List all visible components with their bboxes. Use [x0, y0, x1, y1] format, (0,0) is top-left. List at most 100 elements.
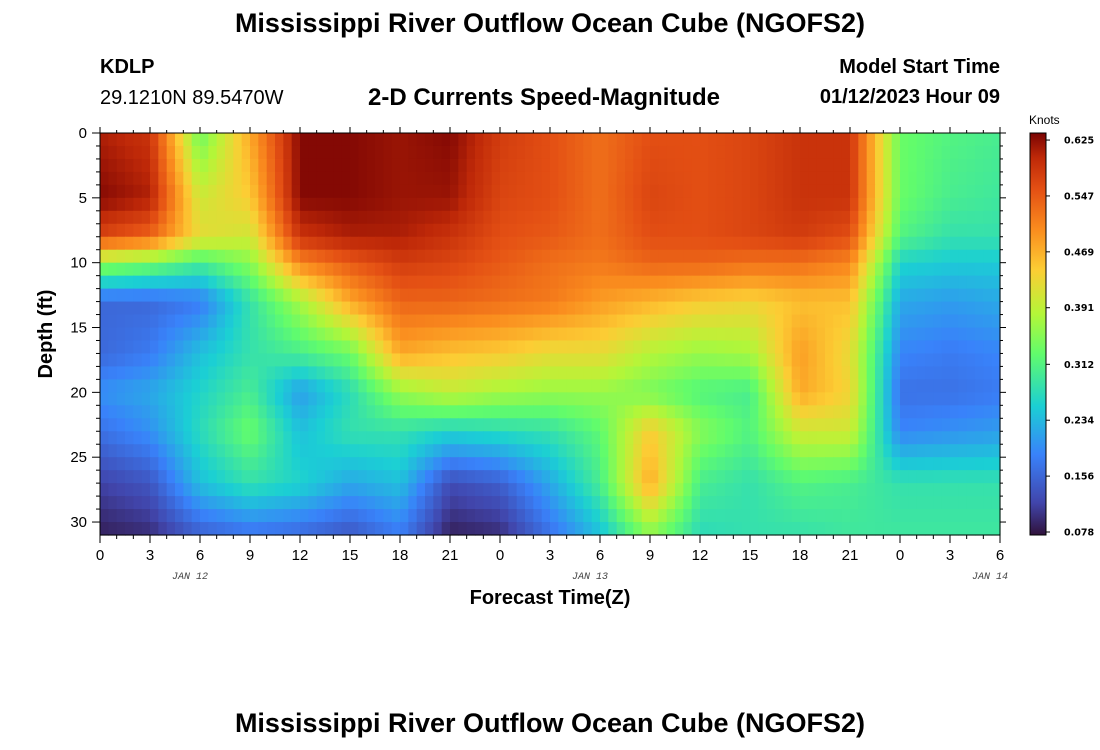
- heat-cell: [100, 470, 109, 484]
- heat-cell: [475, 509, 484, 523]
- heat-cell: [650, 340, 659, 355]
- heat-cell: [758, 133, 768, 147]
- heat-cell: [641, 483, 651, 497]
- heat-cell: [900, 145, 909, 160]
- heat-cell: [533, 379, 543, 393]
- heat-cell: [983, 379, 993, 393]
- heat-cell: [275, 353, 284, 368]
- heat-cell: [291, 418, 301, 432]
- heat-cell: [383, 275, 393, 290]
- heat-cell: [966, 353, 976, 368]
- heat-cell: [775, 405, 784, 419]
- heat-cell: [841, 288, 851, 303]
- heat-cell: [250, 457, 259, 471]
- heat-cell: [366, 353, 376, 368]
- heat-cell: [366, 249, 376, 264]
- heat-cell: [450, 496, 459, 510]
- heat-cell: [808, 457, 818, 471]
- heat-cell: [216, 145, 226, 160]
- heat-cell: [150, 405, 159, 419]
- heat-cell: [141, 301, 151, 316]
- heat-cell: [991, 470, 1001, 484]
- heat-cell: [750, 353, 759, 368]
- heat-cell: [350, 353, 359, 368]
- heat-cell: [425, 340, 434, 355]
- heat-cell: [200, 301, 209, 316]
- heat-cell: [208, 366, 218, 380]
- heat-cell: [233, 262, 243, 277]
- heat-cell: [425, 470, 434, 484]
- heat-cell: [758, 236, 768, 251]
- heat-cell: [850, 444, 859, 458]
- heat-cell: [650, 353, 659, 368]
- heat-cell: [116, 483, 126, 497]
- heat-cell: [866, 314, 876, 329]
- heat-cell: [208, 288, 218, 303]
- heat-cell: [233, 249, 243, 264]
- heat-cell: [483, 457, 493, 471]
- heat-cell: [858, 197, 868, 212]
- heat-cell: [758, 340, 768, 355]
- heat-cell: [941, 197, 951, 212]
- heat-cell: [425, 288, 434, 303]
- heat-cell: [291, 431, 301, 445]
- heat-cell: [691, 470, 701, 484]
- heat-cell: [791, 431, 801, 445]
- heat-cell: [516, 444, 526, 458]
- heat-cell: [641, 314, 651, 329]
- heat-cell: [525, 184, 534, 199]
- heat-cell: [758, 483, 768, 497]
- heat-cell: [750, 522, 759, 536]
- heat-cell: [133, 249, 143, 264]
- heat-cell: [583, 158, 593, 173]
- heat-cell: [825, 301, 834, 316]
- heat-cell: [175, 353, 184, 368]
- heat-cell: [550, 210, 559, 225]
- heat-cell: [941, 262, 951, 277]
- heat-cell: [591, 249, 601, 264]
- heat-cell: [233, 223, 243, 238]
- heat-cell: [666, 249, 676, 264]
- heat-cell: [525, 405, 534, 419]
- heat-cell: [758, 392, 768, 406]
- heat-cell: [183, 353, 193, 368]
- heat-cell: [158, 509, 168, 523]
- heat-cell: [816, 158, 826, 173]
- heat-cell: [708, 509, 718, 523]
- heat-cell: [791, 483, 801, 497]
- heat-cell: [300, 249, 309, 264]
- heat-cell: [666, 262, 676, 277]
- heat-cell: [650, 184, 659, 199]
- heat-cell: [383, 223, 393, 238]
- heat-cell: [525, 158, 534, 173]
- heat-cell: [266, 236, 276, 251]
- heat-cell: [300, 301, 309, 316]
- heat-cell: [158, 418, 168, 432]
- heat-cell: [400, 405, 409, 419]
- heat-cell: [850, 496, 859, 510]
- heat-cell: [925, 405, 934, 419]
- heat-cell: [383, 262, 393, 277]
- heat-cell: [450, 145, 459, 160]
- heat-cell: [433, 223, 443, 238]
- heat-cell: [275, 470, 284, 484]
- heat-cell: [408, 353, 418, 368]
- heat-cell: [741, 405, 751, 419]
- x-tick-label: 21: [442, 547, 459, 564]
- heat-cell: [475, 418, 484, 432]
- heat-cell: [758, 223, 768, 238]
- heat-cell: [975, 496, 984, 510]
- heat-cell: [258, 496, 268, 510]
- heat-cell: [266, 210, 276, 225]
- heat-cell: [100, 327, 109, 342]
- heat-cell: [150, 418, 159, 432]
- heat-cell: [941, 171, 951, 186]
- heat-cell: [583, 327, 593, 342]
- heat-cell: [458, 184, 468, 199]
- heat-cell: [850, 314, 859, 329]
- heat-cell: [525, 133, 534, 147]
- heat-cell: [983, 236, 993, 251]
- heat-cell: [833, 275, 843, 290]
- heat-cell: [775, 392, 784, 406]
- heat-cell: [275, 379, 284, 393]
